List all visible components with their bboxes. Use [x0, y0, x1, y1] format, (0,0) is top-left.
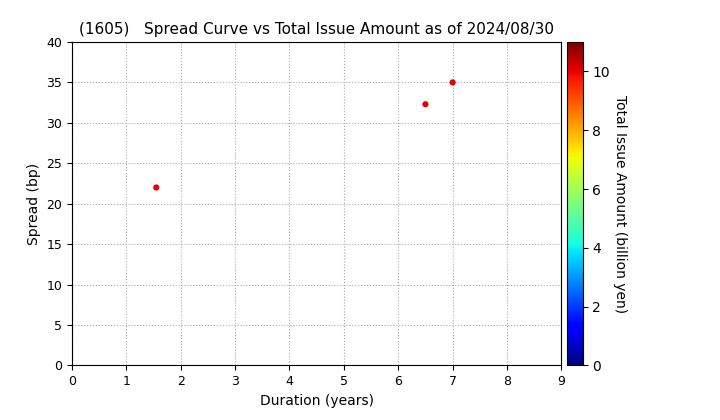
Y-axis label: Spread (bp): Spread (bp)	[27, 163, 41, 245]
Y-axis label: Total Issue Amount (billion yen): Total Issue Amount (billion yen)	[613, 94, 626, 313]
X-axis label: Duration (years): Duration (years)	[260, 394, 374, 408]
Point	[447, 79, 459, 86]
Point	[150, 184, 162, 191]
Point	[420, 101, 431, 108]
Title: (1605)   Spread Curve vs Total Issue Amount as of 2024/08/30: (1605) Spread Curve vs Total Issue Amoun…	[79, 22, 554, 37]
